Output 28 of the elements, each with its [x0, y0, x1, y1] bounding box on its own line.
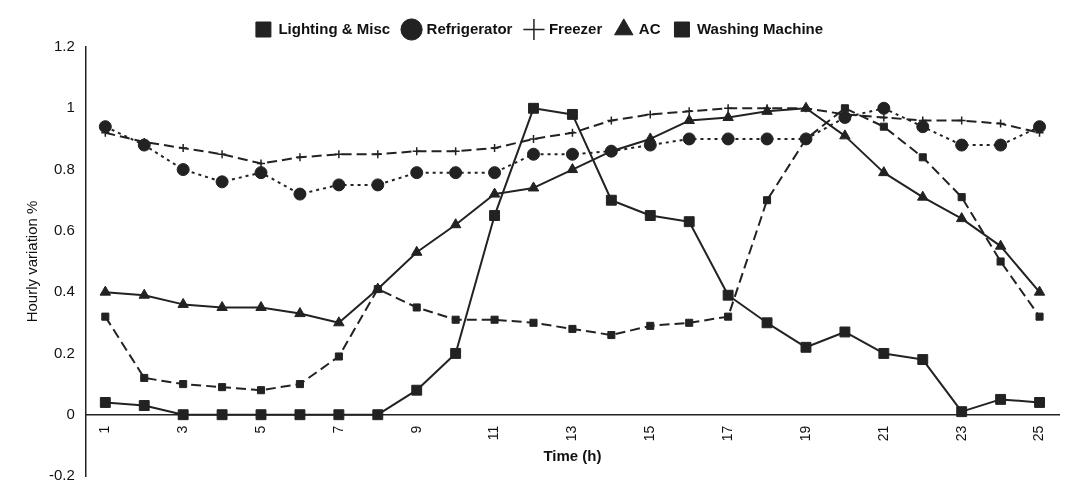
y-tick-label: 0 [66, 404, 75, 422]
y-tick-label: 1.2 [53, 37, 75, 55]
legend-label: Lighting & Misc [278, 19, 391, 37]
y-tick-label: 1 [66, 98, 75, 116]
legend-label: Refrigerator [426, 19, 513, 37]
x-tick-label: 15 [641, 425, 658, 442]
legend-label: Freezer [548, 19, 603, 37]
x-tick-label: 19 [796, 425, 813, 442]
x-axis-title: Time (h) [543, 447, 602, 465]
x-tick-label: 9 [407, 425, 424, 434]
y-tick-label: 0.2 [53, 343, 75, 361]
x-tick-label: 7 [329, 425, 346, 434]
legend-label: Washing Machine [696, 19, 824, 37]
x-tick-label: 25 [1030, 425, 1047, 442]
x-tick-label: 11 [485, 425, 502, 441]
x-tick-label: 23 [952, 425, 969, 442]
y-tick-label: 0.6 [53, 221, 75, 238]
y-axis-title: Hourly variation % [23, 200, 41, 323]
y-tick-label: 0.8 [53, 159, 75, 177]
x-tick-label: 17 [718, 425, 735, 442]
x-tick-label: 21 [874, 425, 891, 442]
x-tick-label: 13 [563, 425, 580, 442]
x-tick-label: 5 [251, 425, 268, 434]
y-tick-label: -0.2 [48, 466, 75, 484]
y-tick-label: 0.4 [53, 282, 75, 300]
x-tick-label: 3 [174, 425, 191, 434]
legend-label: AC [638, 19, 661, 37]
x-tick-label: 1 [96, 425, 113, 434]
